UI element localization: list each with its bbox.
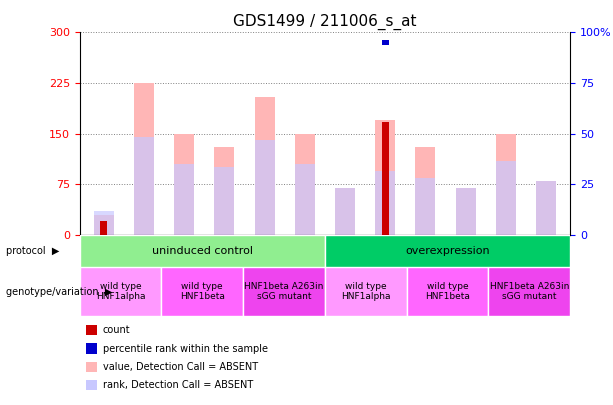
Bar <box>335 188 355 235</box>
Bar <box>375 171 395 235</box>
Bar <box>536 181 556 235</box>
Text: value, Detection Call = ABSENT: value, Detection Call = ABSENT <box>103 362 258 372</box>
Bar <box>101 222 107 235</box>
Bar <box>455 188 476 235</box>
Bar <box>382 40 389 45</box>
Bar <box>455 188 476 235</box>
Bar <box>254 141 275 235</box>
Bar <box>254 96 275 235</box>
Text: percentile rank within the sample: percentile rank within the sample <box>103 344 268 354</box>
FancyBboxPatch shape <box>80 267 161 316</box>
Bar <box>94 211 114 235</box>
Text: protocol  ▶: protocol ▶ <box>6 246 59 256</box>
FancyBboxPatch shape <box>161 267 243 316</box>
Bar <box>536 181 556 235</box>
FancyBboxPatch shape <box>489 267 570 316</box>
Bar <box>335 188 355 235</box>
Bar <box>375 120 395 235</box>
Bar <box>416 177 435 235</box>
Text: wild type
HNF1alpha: wild type HNF1alpha <box>341 282 390 301</box>
Text: rank, Detection Call = ABSENT: rank, Detection Call = ABSENT <box>103 380 253 390</box>
Bar <box>496 134 516 235</box>
Text: count: count <box>103 326 131 335</box>
Bar <box>134 83 154 235</box>
Bar <box>94 215 114 235</box>
Text: uninduced control: uninduced control <box>152 246 253 256</box>
Bar <box>174 134 194 235</box>
FancyBboxPatch shape <box>80 235 325 267</box>
FancyBboxPatch shape <box>325 267 406 316</box>
Bar <box>382 122 389 235</box>
Bar <box>496 161 516 235</box>
Text: genotype/variation  ▶: genotype/variation ▶ <box>6 287 113 296</box>
Text: HNF1beta A263in
sGG mutant: HNF1beta A263in sGG mutant <box>490 282 569 301</box>
FancyBboxPatch shape <box>406 267 489 316</box>
Bar <box>174 164 194 235</box>
Bar <box>215 167 234 235</box>
Bar <box>295 164 315 235</box>
Bar <box>134 137 154 235</box>
FancyBboxPatch shape <box>243 267 325 316</box>
Title: GDS1499 / 211006_s_at: GDS1499 / 211006_s_at <box>233 13 417 30</box>
Text: wild type
HNF1alpha: wild type HNF1alpha <box>96 282 145 301</box>
Bar <box>416 147 435 235</box>
FancyBboxPatch shape <box>325 235 570 267</box>
Text: wild type
HNF1beta: wild type HNF1beta <box>425 282 470 301</box>
Text: overexpression: overexpression <box>405 246 490 256</box>
Bar <box>215 147 234 235</box>
Text: HNF1beta A263in
sGG mutant: HNF1beta A263in sGG mutant <box>245 282 324 301</box>
Bar <box>295 134 315 235</box>
Text: wild type
HNF1beta: wild type HNF1beta <box>180 282 225 301</box>
